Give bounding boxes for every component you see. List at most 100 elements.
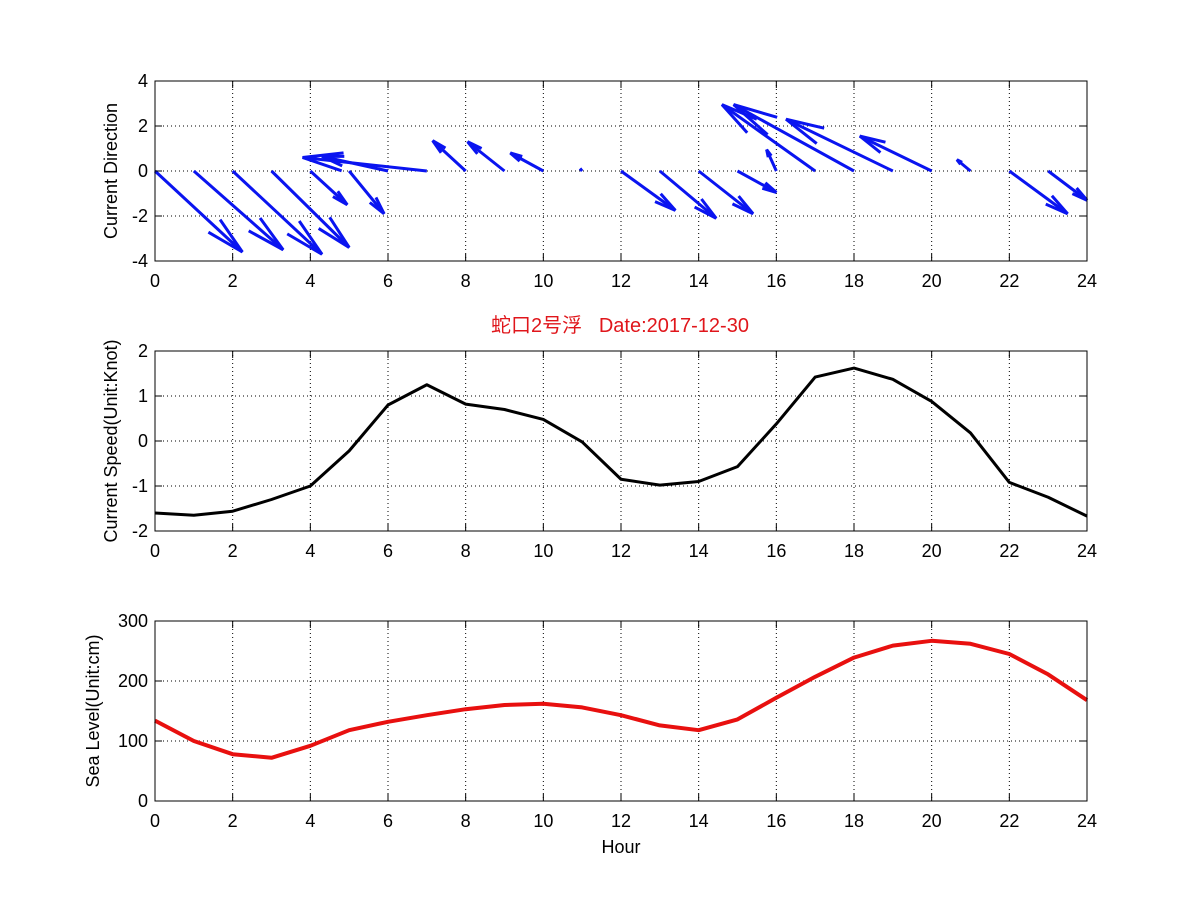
direction-xtick-label: 16 bbox=[766, 271, 786, 291]
direction-arrow bbox=[732, 103, 855, 173]
direction-ylabel: Current Direction bbox=[101, 103, 121, 239]
direction-arrow bbox=[785, 117, 894, 173]
speed-xtick-label: 24 bbox=[1077, 541, 1097, 561]
direction-arrow-shaft bbox=[721, 103, 817, 173]
direction-xtick-label: 22 bbox=[999, 271, 1019, 291]
sealevel-xtick-label: 10 bbox=[533, 811, 553, 831]
direction-xtick-label: 0 bbox=[150, 271, 160, 291]
direction-arrow-shaft bbox=[153, 169, 244, 254]
sealevel-xtick-label: 8 bbox=[461, 811, 471, 831]
direction-arrow bbox=[153, 169, 244, 254]
speed-xtick-label: 8 bbox=[461, 541, 471, 561]
sealevel-xtick-label: 16 bbox=[766, 811, 786, 831]
direction-arrow-shaft bbox=[348, 170, 386, 215]
direction-arrow-shaft bbox=[270, 169, 351, 249]
sealevel-xtick-label: 18 bbox=[844, 811, 864, 831]
direction-xtick-label: 12 bbox=[611, 271, 631, 291]
speed-xtick-label: 0 bbox=[150, 541, 160, 561]
direction-arrow-shaft bbox=[658, 169, 718, 220]
direction-arrow-head bbox=[578, 167, 583, 171]
direction-arrow-shaft bbox=[736, 169, 778, 194]
speed-ytick-label: 1 bbox=[138, 386, 148, 406]
direction-arrow-head bbox=[368, 196, 386, 215]
speed-xtick-label: 16 bbox=[766, 541, 786, 561]
direction-arrow-shaft bbox=[302, 156, 427, 173]
direction-arrow bbox=[348, 170, 386, 215]
direction-arrow-head bbox=[431, 139, 447, 154]
direction-arrow-head bbox=[761, 181, 778, 194]
speed-xtick-label: 2 bbox=[228, 541, 238, 561]
direction-arrow bbox=[697, 169, 755, 216]
direction-arrow-shaft bbox=[309, 169, 349, 206]
sealevel-series-line bbox=[154, 638, 1089, 760]
direction-arrow bbox=[955, 158, 972, 173]
direction-xtick-label: 8 bbox=[461, 271, 471, 291]
sealevel-xtick-label: 12 bbox=[611, 811, 631, 831]
direction-xtick-label: 24 bbox=[1077, 271, 1097, 291]
speed-xtick-label: 6 bbox=[383, 541, 393, 561]
direction-arrow bbox=[1008, 169, 1069, 216]
direction-arrow bbox=[765, 148, 778, 172]
speed-ytick-label: 0 bbox=[138, 431, 148, 451]
direction-xtick-label: 2 bbox=[228, 271, 238, 291]
sealevel-xtick-label: 4 bbox=[305, 811, 315, 831]
direction-arrow-head bbox=[858, 134, 886, 154]
sealevel-xtick-label: 20 bbox=[922, 811, 942, 831]
direction-xtick-label: 14 bbox=[689, 271, 709, 291]
direction-arrow-shaft bbox=[431, 139, 467, 173]
direction-arrow-head bbox=[785, 117, 825, 145]
direction-arrow-head bbox=[317, 216, 351, 249]
speed-xtick-label: 22 bbox=[999, 541, 1019, 561]
direction-arrow bbox=[231, 169, 324, 256]
sealevel-xtick-label: 0 bbox=[150, 811, 160, 831]
direction-arrow-head bbox=[466, 140, 483, 155]
direction-arrow-head bbox=[302, 151, 344, 173]
direction-arrow-head bbox=[732, 103, 778, 136]
direction-arrow-head bbox=[654, 192, 677, 212]
direction-arrow bbox=[309, 169, 349, 207]
direction-arrow-shaft bbox=[1008, 169, 1069, 215]
sealevel-xtick-label: 22 bbox=[999, 811, 1019, 831]
speed-series-line bbox=[154, 366, 1088, 518]
sealevel-ytick-label: 200 bbox=[118, 671, 148, 691]
speed-xtick-label: 12 bbox=[611, 541, 631, 561]
direction-arrow bbox=[578, 167, 584, 172]
direction-xtick-label: 6 bbox=[383, 271, 393, 291]
direction-arrow-head bbox=[955, 158, 963, 166]
speed-ytick-label: 2 bbox=[138, 341, 148, 361]
direction-ytick-label: 0 bbox=[138, 161, 148, 181]
direction-arrow-shaft bbox=[466, 140, 506, 173]
direction-arrow-shaft bbox=[697, 169, 754, 215]
direction-xtick-label: 4 bbox=[305, 271, 315, 291]
direction-arrow bbox=[192, 169, 285, 252]
sealevel-xtick-label: 24 bbox=[1077, 811, 1097, 831]
sealevel-ytick-label: 0 bbox=[138, 791, 148, 811]
speed-ytick-label: -2 bbox=[132, 521, 148, 541]
direction-arrow-head bbox=[1045, 194, 1069, 216]
direction-arrow-head bbox=[509, 151, 523, 163]
speed-xtick-label: 4 bbox=[305, 541, 315, 561]
direction-arrow bbox=[658, 169, 718, 220]
direction-arrow bbox=[466, 140, 506, 173]
speed-ylabel: Current Speed(Unit:Knot) bbox=[101, 339, 121, 542]
direction-arrow-head bbox=[286, 220, 324, 256]
direction-arrow-shaft bbox=[231, 169, 324, 256]
direction-xtick-label: 10 bbox=[533, 271, 553, 291]
sealevel-ytick-label: 100 bbox=[118, 731, 148, 751]
direction-arrow-head bbox=[765, 148, 773, 158]
direction-ytick-label: -4 bbox=[132, 251, 148, 271]
speed-xtick-label: 20 bbox=[922, 541, 942, 561]
direction-arrow-head bbox=[731, 195, 755, 216]
direction-arrow bbox=[858, 134, 933, 173]
direction-arrow bbox=[509, 151, 545, 173]
direction-arrow-head bbox=[247, 217, 285, 252]
sealevel-ylabel: Sea Level(Unit:cm) bbox=[83, 634, 103, 787]
direction-xtick-label: 18 bbox=[844, 271, 864, 291]
direction-arrow-shaft bbox=[785, 117, 894, 173]
direction-arrow bbox=[270, 169, 351, 249]
sealevel-ytick-label: 300 bbox=[118, 611, 148, 631]
speed-xtick-label: 18 bbox=[844, 541, 864, 561]
